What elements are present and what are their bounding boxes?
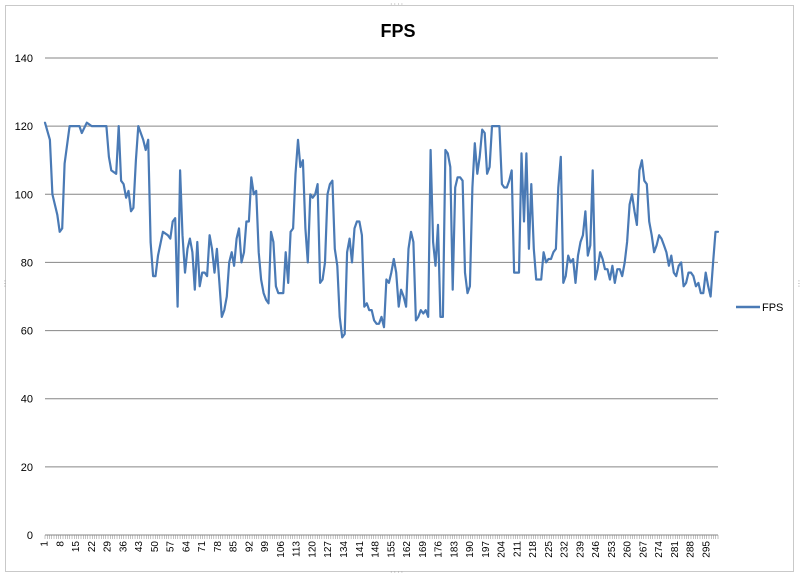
x-tick-label: 127 [323,541,334,558]
x-tick-label: 190 [465,541,476,558]
x-tick-label: 183 [449,541,460,558]
x-tick-label: 106 [276,541,287,558]
x-tick-label: 246 [591,541,602,558]
x-tick-label: 274 [654,541,665,558]
x-tick-label: 281 [670,541,681,558]
legend-label: FPS [762,302,783,314]
x-tick-label: 134 [339,541,350,558]
x-tick-label: 155 [386,541,397,558]
y-tick-label: 60 [21,326,33,338]
x-tick-label: 64 [181,541,192,553]
y-tick-label: 80 [21,257,33,269]
chart-frame [5,5,794,572]
resize-handle-right[interactable]: ⋮ [795,279,800,288]
x-tick-label: 50 [150,541,161,553]
x-tick-label: 78 [213,541,224,553]
series-layer [43,121,720,339]
x-tick-label: 29 [103,541,114,553]
legend: FPS [736,302,783,314]
x-tick-label: 71 [197,541,208,553]
x-tick-label: 8 [55,541,66,547]
resize-handle-top[interactable]: ···· [390,0,405,9]
x-tick-label: 225 [544,541,555,558]
x-tick-label: 176 [434,541,445,558]
x-tick-label: 141 [355,541,366,558]
x-tick-label: 22 [87,541,98,553]
x-tick-label: 1 [40,541,51,547]
y-tick-label: 120 [15,121,33,133]
chart-title: FPS [380,21,415,41]
x-tick-label: 197 [481,541,492,558]
x-tick-label: 288 [686,541,697,558]
x-tick-label: 253 [607,541,618,558]
x-tick-label: 211 [512,541,523,557]
y-tick-label: 100 [15,189,33,201]
x-tick-label: 169 [418,541,429,558]
x-tick-label: 113 [292,541,303,557]
x-tick-label: 267 [638,541,649,558]
x-axis-ticks: 1 8 15 22 29 36 43 50 57 64 71 78 85 92 99 106 113 120 127… [40,535,719,558]
x-tick-label: 260 [623,541,634,558]
x-tick-label: 43 [134,541,145,553]
x-tick-label: 120 [307,541,318,558]
x-tick-label: 232 [560,541,571,558]
x-tick-label: 162 [402,541,413,558]
y-tick-label: 140 [15,53,33,65]
x-tick-label: 57 [166,541,177,553]
y-axis-ticks: 0 20 40 60 80 100 120 140 [15,53,33,542]
x-tick-label: 99 [260,541,271,553]
series-line-fps [43,121,720,339]
x-tick-label: 239 [575,541,586,558]
x-tick-label: 92 [244,541,255,553]
gridlines [45,57,718,536]
x-tick-label: 148 [371,541,382,558]
x-tick-label: 218 [528,541,539,558]
resize-handle-left[interactable]: ⋮ [1,280,9,288]
y-tick-label: 20 [21,462,33,474]
x-tick-label: 36 [118,541,129,553]
x-tick-label: 85 [229,541,240,553]
x-tick-label: 295 [701,541,712,558]
x-tick-label: 15 [71,541,82,553]
resize-handle-bottom[interactable]: ···· [390,568,405,577]
x-tick-label: 204 [497,541,508,558]
y-tick-label: 0 [27,530,33,542]
y-tick-label: 40 [21,394,33,406]
